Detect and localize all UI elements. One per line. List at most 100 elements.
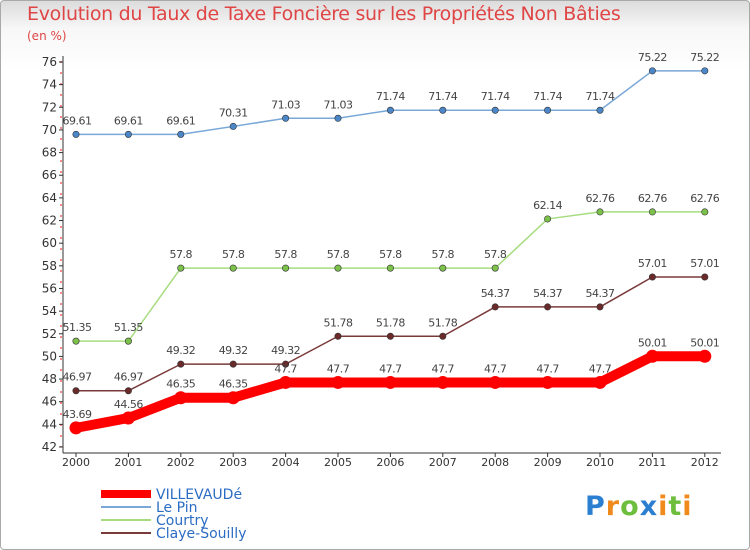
x-tick-label: 2005 (324, 456, 352, 469)
data-point (229, 264, 237, 272)
y-tick-label: 60 (42, 236, 57, 250)
data-point (648, 67, 656, 75)
data-point (593, 375, 607, 389)
data-point (541, 375, 555, 389)
logo-letter: x (639, 491, 659, 522)
chart-subtitle: (en %) (27, 29, 67, 43)
data-point (386, 106, 394, 114)
data-label: 57.01 (638, 257, 667, 270)
data-point (121, 411, 135, 425)
data-point (282, 264, 290, 272)
data-point (648, 208, 656, 216)
y-tick-label: 52 (42, 327, 57, 341)
y-tick-label: 42 (42, 440, 57, 454)
logo-letter: r (605, 491, 621, 522)
y-tick-label: 74 (42, 78, 57, 92)
x-tick-label: 2012 (691, 456, 719, 469)
proxiti-logo: Proxiti (585, 491, 693, 522)
data-point (544, 215, 552, 223)
x-tick-label: 2007 (429, 456, 457, 469)
data-label: 50.01 (638, 336, 667, 349)
legend-label: VILLEVAUDé (156, 487, 242, 503)
data-point (701, 67, 709, 75)
data-point (229, 360, 237, 368)
data-point (544, 303, 552, 311)
data-label: 49.32 (166, 344, 195, 357)
logo-letter: o (620, 491, 640, 522)
data-label: 51.35 (63, 321, 92, 334)
data-label: 47.7 (327, 362, 350, 375)
data-label: 54.37 (586, 287, 615, 300)
data-point (648, 273, 656, 281)
data-label: 54.37 (481, 287, 510, 300)
data-point (488, 375, 502, 389)
data-point (124, 130, 132, 138)
y-tick-label: 62 (42, 214, 57, 228)
data-label: 51.78 (324, 316, 353, 329)
data-label: 71.03 (324, 98, 353, 111)
y-tick-label: 68 (42, 146, 57, 160)
y-tick-label: 76 (42, 55, 57, 69)
data-label: 47.7 (379, 362, 402, 375)
data-point (491, 106, 499, 114)
data-label: 62.76 (690, 192, 719, 205)
data-label: 50.01 (690, 336, 719, 349)
data-point (596, 208, 604, 216)
legend-label: Le Pin (156, 500, 198, 516)
data-point (491, 264, 499, 272)
y-tick-label: 58 (42, 259, 57, 273)
data-label: 57.8 (379, 248, 402, 261)
data-point (177, 130, 185, 138)
data-point (439, 332, 447, 340)
data-point (124, 337, 132, 345)
data-label: 71.74 (586, 90, 615, 103)
data-label: 62.76 (586, 192, 615, 205)
data-point (229, 122, 237, 130)
data-label: 69.61 (114, 114, 143, 127)
data-label: 62.14 (533, 199, 562, 212)
x-tick-label: 2011 (638, 456, 666, 469)
y-tick-label: 70 (42, 123, 57, 137)
y-tick-label: 48 (42, 372, 57, 386)
logo-letter: i (658, 491, 669, 522)
data-point (72, 337, 80, 345)
data-point (282, 360, 290, 368)
y-tick-label: 64 (42, 191, 57, 205)
data-label: 57.8 (327, 248, 350, 261)
data-label: 46.97 (63, 371, 92, 384)
logo-letter: t (668, 491, 683, 522)
data-point (386, 332, 394, 340)
data-label: 47.7 (432, 362, 455, 375)
data-point (72, 387, 80, 395)
x-tick-label: 2009 (534, 456, 562, 469)
data-point (439, 106, 447, 114)
data-point (386, 264, 394, 272)
data-label: 71.74 (533, 90, 562, 103)
data-label: 57.8 (274, 248, 297, 261)
data-point (544, 106, 552, 114)
x-tick-label: 2008 (481, 456, 509, 469)
data-label: 71.03 (271, 98, 300, 111)
x-tick-label: 2003 (219, 456, 247, 469)
x-tick-label: 2006 (376, 456, 404, 469)
data-point (645, 349, 659, 363)
data-label: 57.8 (484, 248, 507, 261)
data-label: 47.7 (484, 362, 507, 375)
data-label: 44.56 (114, 398, 143, 411)
data-point (436, 375, 450, 389)
x-tick-label: 2002 (167, 456, 195, 469)
data-point (124, 387, 132, 395)
data-label: 57.8 (170, 248, 193, 261)
data-point (177, 360, 185, 368)
data-point (596, 106, 604, 114)
data-point (491, 303, 499, 311)
logo-letter: i (682, 491, 693, 522)
data-label: 47.7 (536, 362, 559, 375)
data-label: 51.35 (114, 321, 143, 334)
legend-label: Courtry (156, 513, 209, 529)
y-tick-label: 72 (42, 100, 57, 114)
data-label: 75.22 (690, 51, 719, 64)
data-point (226, 391, 240, 405)
